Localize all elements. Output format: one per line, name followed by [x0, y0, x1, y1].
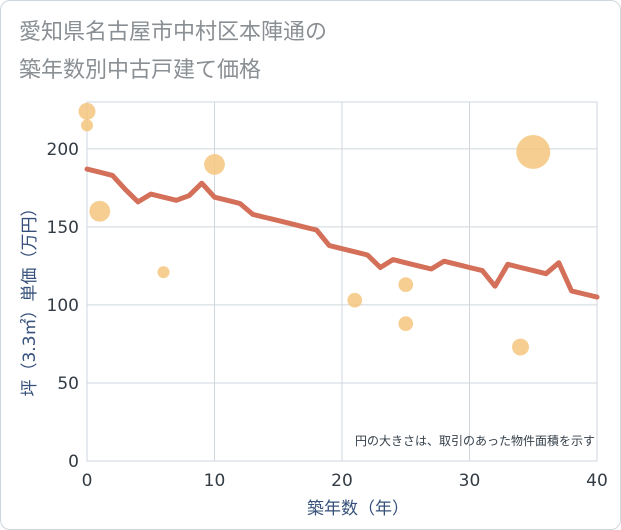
y-tick-label: 100: [47, 296, 79, 316]
x-axis-title: 築年数（年）: [307, 499, 409, 519]
chart-note: 円の大きさは、取引のあった物件面積を示す: [355, 433, 595, 448]
average-price-line: [84, 166, 600, 300]
bubble-point: [516, 134, 551, 169]
x-tick-label: 40: [586, 471, 608, 491]
y-tick-label: 200: [47, 140, 79, 160]
y-axis-title: 坪（3.3㎡）単価（万円）: [20, 199, 40, 396]
y-tick-label: 50: [57, 374, 79, 394]
bubble-point: [204, 154, 225, 175]
y-tick-label: 150: [47, 218, 79, 238]
chart-title-line-1: 愛知県名古屋市中村区本陣通の: [19, 20, 327, 45]
y-tick-label: 0: [68, 452, 79, 472]
axis-ticks: 0 10 20 30 40 0 50 100 150 200: [47, 140, 608, 491]
bubble-point: [398, 277, 414, 292]
line-series: [84, 166, 600, 300]
bubble-series: [78, 102, 551, 356]
bubble-point: [347, 292, 363, 308]
x-tick-label: 30: [459, 471, 481, 491]
chart-title-line-2: 築年数別中古戸建て価格: [19, 58, 261, 83]
x-tick-label: 10: [204, 471, 226, 491]
bubble-point: [89, 200, 111, 222]
x-tick-label: 0: [82, 471, 93, 491]
bubble-point: [78, 102, 96, 120]
x-tick-label: 20: [331, 471, 353, 491]
bubble-point: [512, 338, 529, 356]
bubble-point: [81, 119, 93, 132]
bubble-point: [398, 316, 414, 331]
bubble-point: [157, 266, 170, 279]
